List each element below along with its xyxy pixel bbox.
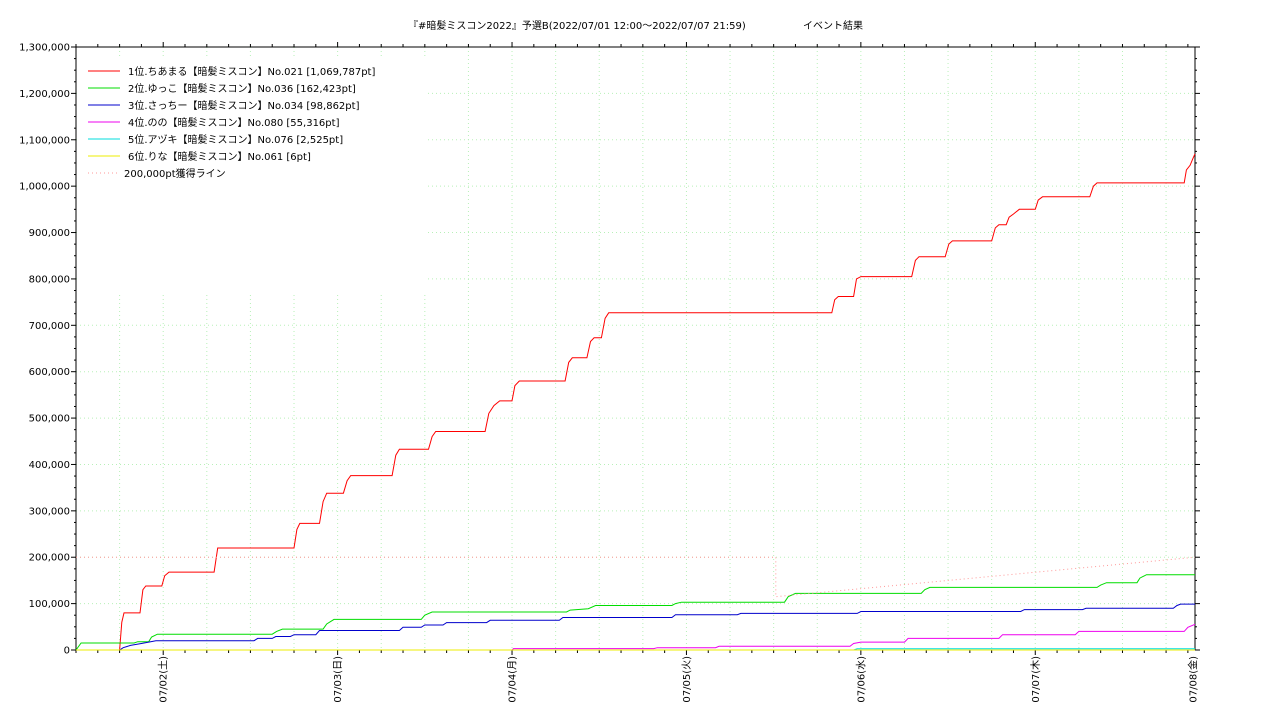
series-line-4 xyxy=(76,623,1196,651)
y-tick-label: 100,000 xyxy=(29,599,70,610)
series-line-3 xyxy=(76,603,1195,651)
legend: 1位.ちあまる【暗髪ミスコン】No.021 [1,069,787pt] 2位.ゆっ… xyxy=(78,56,428,292)
chart-subtitle: イベント結果 xyxy=(803,19,863,32)
legend-label: 1位.ちあまる【暗髪ミスコン】No.021 [1,069,787pt] xyxy=(128,65,375,78)
y-tick-label: 1,100,000 xyxy=(19,135,70,146)
y-tick-label: 1,200,000 xyxy=(19,89,70,100)
legend-label: 6位.りな【暗髪ミスコン】No.061 [6pt] xyxy=(128,150,311,163)
y-tick-label: 400,000 xyxy=(29,460,70,471)
axes: 0 100,000 200,000 300,000 400,000 500,000 600,… xyxy=(19,42,1200,703)
series-line-2 xyxy=(75,574,1195,651)
legend-label: 200,000pt獲得ライン xyxy=(124,167,226,180)
legend-label: 5位.アヅキ【暗髪ミスコン】No.076 [2,525pt] xyxy=(128,133,343,146)
legend-label: 2位.ゆっこ【暗髪ミスコン】No.036 [162,423pt] xyxy=(128,82,356,95)
y-tick-label: 900,000 xyxy=(29,228,70,239)
legend-background xyxy=(78,56,428,292)
x-tick-label: 07/08(金) xyxy=(1187,656,1200,703)
legend-label: 4位.のの【暗髪ミスコン】No.080 [55,316pt] xyxy=(128,116,340,129)
x-tick-label: 07/05(火) xyxy=(681,656,693,703)
y-tick-label: 0 xyxy=(64,646,70,657)
x-tick-label: 07/02(土) xyxy=(157,656,170,703)
series-line-1 xyxy=(76,153,1196,651)
y-tick-label: 1,000,000 xyxy=(19,182,70,193)
y-tick-label: 500,000 xyxy=(29,414,70,425)
y-tick-label: 700,000 xyxy=(29,321,70,332)
y-tick-label: 800,000 xyxy=(29,274,70,285)
series-line-7 xyxy=(76,556,1196,598)
x-tick-label: 07/04(月) xyxy=(507,656,519,703)
x-tick-label: 07/06(水) xyxy=(855,656,867,703)
legend-label: 3位.さっちー【暗髪ミスコン】No.034 [98,862pt] xyxy=(128,99,360,112)
y-tick-label: 1,300,000 xyxy=(19,43,70,54)
series-lines xyxy=(75,153,1196,651)
chart-title: 『#暗髪ミスコン2022』予選B(2022/07/01 12:00～2022/0… xyxy=(408,19,746,32)
y-tick-label: 300,000 xyxy=(29,506,70,517)
y-tick-label: 600,000 xyxy=(29,367,70,378)
y-tick-label: 200,000 xyxy=(29,553,70,564)
x-tick-label: 07/07(木) xyxy=(1030,656,1042,703)
x-tick-label: 07/03(日) xyxy=(333,656,344,703)
